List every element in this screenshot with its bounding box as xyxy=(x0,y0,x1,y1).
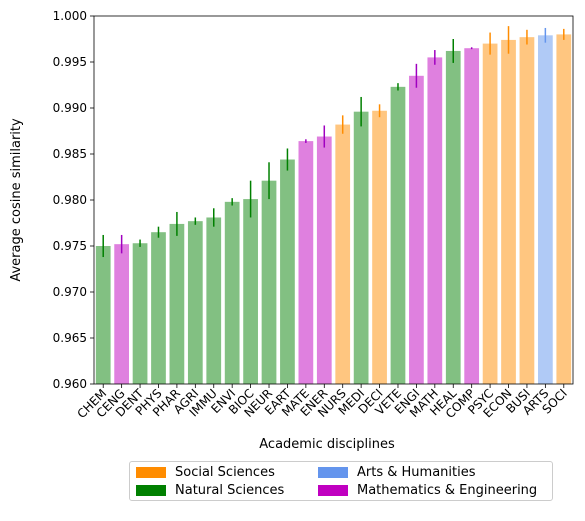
bar-vete xyxy=(390,86,406,384)
bar-neur xyxy=(261,180,277,384)
legend-swatch-icon xyxy=(136,467,166,478)
y-tick-label: 1.000 xyxy=(53,9,87,23)
legend: Social Sciences Natural Sciences Arts & … xyxy=(129,461,553,501)
bar-medi xyxy=(353,111,369,385)
bar-bioc xyxy=(243,199,258,384)
bar-comp xyxy=(464,48,480,384)
legend-item-natural-sciences: Natural Sciences xyxy=(136,483,284,498)
bar-ceng xyxy=(114,244,130,384)
bar-envi xyxy=(224,201,240,384)
bar-heal xyxy=(445,50,461,385)
legend-swatch-icon xyxy=(136,485,166,496)
legend-label: Social Sciences xyxy=(175,465,275,480)
bar-engi xyxy=(409,75,424,385)
bar-econ xyxy=(501,39,516,385)
bar-busi xyxy=(519,37,535,384)
y-tick-label: 0.970 xyxy=(53,285,87,299)
bar-soci xyxy=(556,34,572,385)
legend-swatch-icon xyxy=(318,467,348,478)
x-axis-label: Academic disciplines xyxy=(259,437,395,452)
bar-mate xyxy=(298,141,314,384)
bar-math xyxy=(427,57,443,385)
legend-item-arts-humanities: Arts & Humanities xyxy=(318,465,476,480)
bar-deci xyxy=(372,110,387,384)
legend-label: Natural Sciences xyxy=(175,483,285,498)
y-tick-label: 0.985 xyxy=(53,147,87,161)
plot-frame xyxy=(93,15,574,385)
legend-swatch-icon xyxy=(318,485,348,496)
y-axis-label: Average cosine similarity xyxy=(9,118,24,282)
y-tick-label: 0.960 xyxy=(53,377,87,391)
legend-label: Mathematics & Engineering xyxy=(357,483,538,498)
bar-dent xyxy=(132,243,148,384)
bar-arts xyxy=(538,35,553,384)
y-tick-label: 0.990 xyxy=(53,101,87,115)
bar-eart xyxy=(280,159,295,384)
bar-chem xyxy=(95,246,111,384)
legend-label: Arts & Humanities xyxy=(357,465,476,480)
bar-immu xyxy=(206,217,222,384)
y-tick-label: 0.980 xyxy=(53,193,87,207)
bar-psyc xyxy=(482,43,498,384)
y-tick-label: 0.975 xyxy=(53,239,87,253)
y-tick-label: 0.965 xyxy=(53,331,87,345)
bar-ener xyxy=(316,136,332,384)
bar-phys xyxy=(151,232,166,384)
bar-phar xyxy=(169,223,185,384)
bar-nurs xyxy=(335,124,351,384)
y-tick-label: 0.995 xyxy=(53,55,87,69)
legend-item-mathematics-engineering: Mathematics & Engineering xyxy=(318,483,537,498)
bar-agri xyxy=(187,221,203,384)
legend-item-social-sciences: Social Sciences xyxy=(136,465,275,480)
